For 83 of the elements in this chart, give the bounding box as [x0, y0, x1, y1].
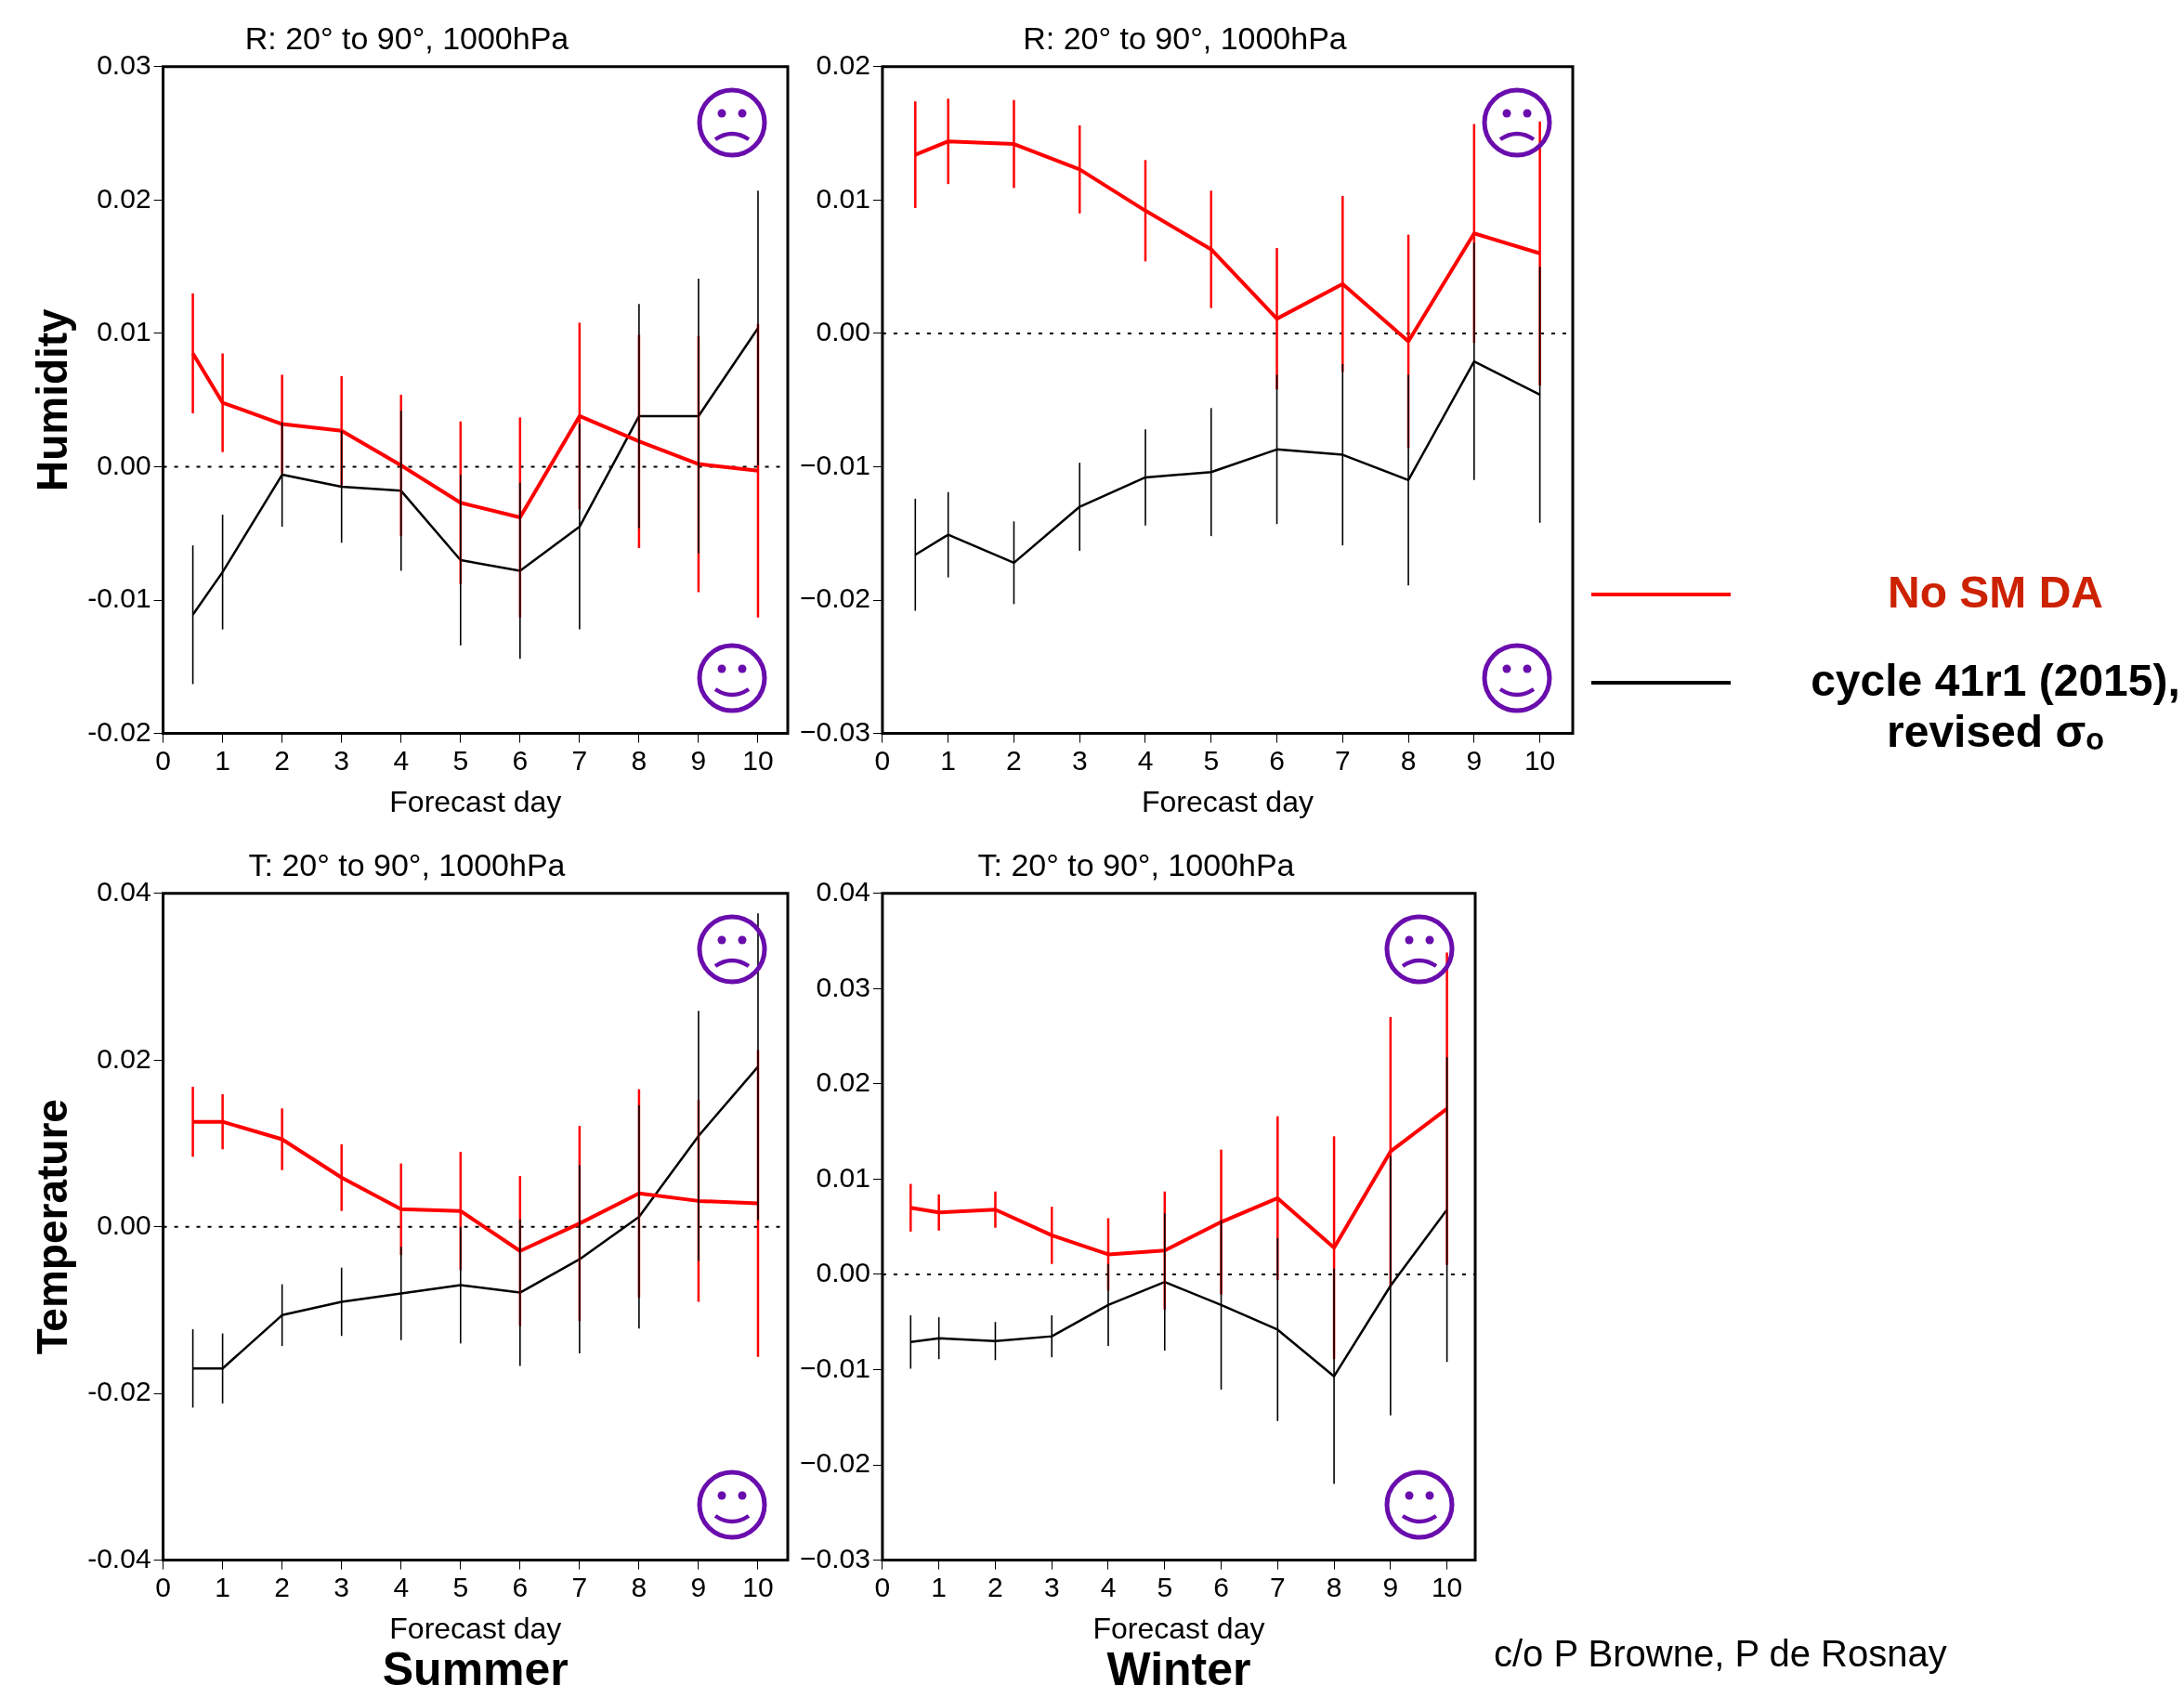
x-tick-label: 10: [1431, 1571, 1463, 1602]
y-tick-label: 0.02: [816, 1066, 870, 1098]
x-axis-title: Forecast day: [1092, 1611, 1265, 1645]
y-tick-label: -0.02: [87, 715, 151, 747]
x-tick-label: 10: [742, 1571, 774, 1602]
x-axis-title: Forecast day: [389, 784, 562, 818]
x-tick-label: 5: [1203, 744, 1220, 776]
y-tick-label: 0.04: [97, 876, 151, 908]
x-axis-title: Forecast day: [389, 1611, 562, 1645]
chart-title: T: 20° to 90°, 1000hPa: [977, 846, 1295, 882]
x-axis-title: Forecast day: [1141, 784, 1314, 818]
y-tick-label: -0.02: [87, 1376, 151, 1407]
chart-title: T: 20° to 90°, 1000hPa: [248, 846, 566, 882]
y-tick-label: 0.02: [97, 182, 151, 214]
x-tick-label: 2: [1006, 744, 1022, 776]
x-tick-label: 1: [215, 744, 230, 776]
x-tick-label: 8: [631, 1571, 647, 1602]
legend-label: cycle 41r1 (2015), revised σₒ: [1810, 654, 2181, 758]
y-tick-label: 0.00: [816, 1257, 870, 1288]
y-tick-label: 0.01: [816, 1161, 870, 1193]
x-tick-label: 7: [571, 744, 588, 776]
x-tick-label: 3: [333, 1571, 350, 1602]
y-tick-label: 0.03: [816, 971, 870, 1002]
y-tick-label: -0.01: [87, 582, 151, 614]
x-tick-label: 9: [1382, 1571, 1399, 1602]
y-tick-label: 0.00: [816, 316, 870, 347]
y-tick-label: 0.02: [816, 49, 870, 81]
x-tick-label: 7: [1269, 1571, 1286, 1602]
x-tick-label: 7: [571, 1571, 588, 1602]
y-tick-label: 0.04: [816, 876, 870, 908]
x-tick-label: 0: [874, 1571, 891, 1602]
x-tick-label: 4: [393, 1571, 410, 1602]
x-tick-label: 1: [931, 1571, 948, 1602]
x-tick-label: 8: [631, 744, 647, 776]
y-tick-label: 0.00: [97, 1208, 151, 1240]
y-tick-label: 0.03: [97, 49, 151, 81]
y-axis-title: Temperature: [28, 1099, 77, 1355]
x-tick-label: 9: [1466, 744, 1483, 776]
x-tick-label: 5: [452, 744, 469, 776]
text: Winter: [1105, 1643, 1251, 1695]
y-tick-label: -0.04: [87, 1542, 151, 1574]
x-tick-label: 3: [1071, 744, 1088, 776]
y-tick-label: −0.03: [799, 715, 870, 747]
x-tick-label: 6: [1269, 744, 1285, 776]
x-tick-label: 2: [274, 744, 290, 776]
y-tick-label: −0.03: [799, 1542, 870, 1574]
text: c/o P Browne, P de Rosnay: [1494, 1633, 1947, 1674]
x-tick-label: 10: [1524, 744, 1556, 776]
x-tick-label: 1: [215, 1571, 230, 1602]
x-tick-label: 6: [512, 744, 529, 776]
x-tick-label: 4: [1100, 1571, 1117, 1602]
y-tick-label: −0.01: [799, 449, 870, 480]
y-tick-label: −0.01: [799, 1352, 870, 1383]
chart-title: R: 20° to 90°, 1000hPa: [1023, 20, 1347, 56]
x-tick-label: 5: [1157, 1571, 1173, 1602]
y-tick-label: −0.02: [799, 1447, 870, 1479]
x-tick-label: 6: [512, 1571, 529, 1602]
x-tick-label: 0: [155, 744, 171, 776]
x-tick-label: 9: [690, 744, 707, 776]
y-tick-label: 0.00: [97, 449, 151, 480]
x-tick-label: 1: [940, 744, 957, 776]
x-tick-label: 3: [1043, 1571, 1060, 1602]
x-tick-label: 5: [452, 1571, 469, 1602]
x-tick-label: 0: [874, 744, 891, 776]
chart-title: R: 20° to 90°, 1000hPa: [244, 20, 569, 56]
x-tick-label: 10: [742, 744, 774, 776]
x-tick-label: 7: [1334, 744, 1351, 776]
x-tick-label: 6: [1213, 1571, 1229, 1602]
y-tick-label: 0.01: [816, 182, 870, 214]
x-tick-label: 4: [1137, 744, 1154, 776]
x-tick-label: 3: [333, 744, 350, 776]
x-tick-label: 8: [1400, 744, 1417, 776]
x-tick-label: 4: [393, 744, 410, 776]
x-tick-label: 8: [1326, 1571, 1342, 1602]
y-axis-title: Humidity: [28, 307, 77, 492]
text: No SM DA: [1887, 566, 2104, 618]
x-tick-label: 2: [987, 1571, 1003, 1602]
x-tick-label: 2: [274, 1571, 290, 1602]
y-tick-label: 0.02: [97, 1042, 151, 1074]
y-tick-label: −0.02: [799, 582, 870, 614]
x-tick-label: 9: [690, 1571, 707, 1602]
x-tick-label: 0: [155, 1571, 171, 1602]
y-tick-label: 0.01: [97, 316, 151, 347]
